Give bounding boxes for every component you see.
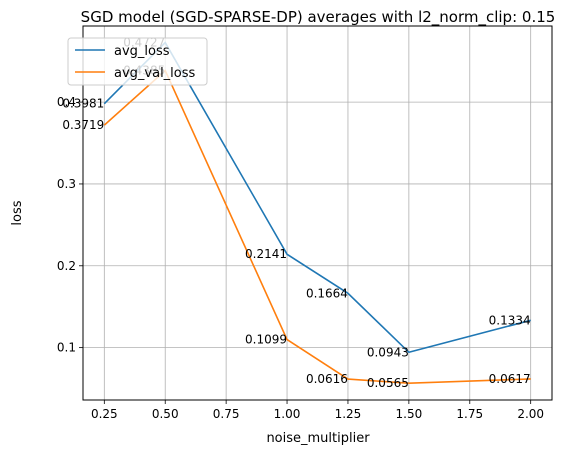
data-label-avg-loss: 0.2141	[245, 247, 287, 261]
data-label-avg-val-loss: 0.0616	[306, 372, 348, 386]
x-axis-ticks: 0.25 0.50 0.75 1.00 1.25 1.50 1.75 2.00	[91, 400, 544, 421]
y-axis-label: loss	[10, 200, 25, 225]
data-label-avg-loss: 0.1664	[306, 286, 348, 300]
x-tick-label: 1.75	[456, 407, 483, 421]
legend-label-avg-val-loss: avg_val_loss	[114, 66, 196, 81]
data-label-avg-loss: 0.1334	[489, 313, 531, 327]
data-label-avg-loss: 0.0943	[367, 345, 409, 359]
data-label-avg-val-loss: 0.1099	[245, 333, 287, 347]
x-axis-label: noise_multiplier	[266, 431, 370, 446]
x-tick-label: 1.25	[335, 407, 362, 421]
x-tick-label: 2.00	[517, 407, 544, 421]
y-tick-label: 0.2	[57, 259, 76, 273]
plot-frame	[82, 25, 553, 401]
legend-label-avg-loss: avg_loss	[114, 44, 170, 59]
y-axis-ticks: 0.1 0.2 0.3 0.4	[57, 95, 83, 355]
grid-lines	[83, 26, 552, 400]
chart-title: SGD model (SGD-SPARSE-DP) averages with …	[81, 8, 556, 27]
x-tick-label: 0.75	[213, 407, 240, 421]
y-tick-label: 0.1	[57, 341, 76, 355]
data-label-avg-val-loss: 0.0565	[367, 376, 409, 390]
x-tick-label: 1.50	[396, 407, 423, 421]
y-tick-label: 0.4	[57, 95, 76, 109]
x-tick-label: 0.25	[91, 407, 118, 421]
x-tick-label: 1.00	[274, 407, 301, 421]
data-label-avg-val-loss: 0.0617	[489, 372, 531, 386]
legend: avg_loss avg_val_loss	[67, 37, 208, 86]
x-tick-label: 0.50	[152, 407, 179, 421]
y-tick-label: 0.3	[57, 177, 76, 191]
